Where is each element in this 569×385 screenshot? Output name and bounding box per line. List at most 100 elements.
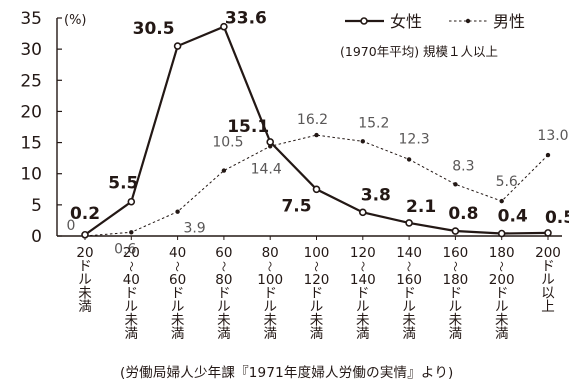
x-category-label-line: 満 (356, 326, 370, 342)
x-category-label-line: 満 (310, 326, 324, 342)
x-category-label-line: 以 (541, 286, 555, 302)
y-tick-label: 20 (20, 102, 42, 122)
data-label-female: 0.4 (498, 207, 528, 227)
x-category-label-line: ド (541, 259, 555, 275)
legend: 女性 男性 (345, 12, 525, 31)
y-tick-label: 25 (20, 71, 42, 91)
data-label-male: 14.4 (251, 161, 282, 177)
x-category-label-line: 180 (489, 245, 515, 261)
x-category-label-line: 180 (443, 272, 469, 288)
x-category-label-line: 満 (495, 326, 509, 342)
series-line-male (84, 134, 549, 237)
x-category-label-line: ド (356, 286, 370, 302)
data-label-female: 33.6 (225, 9, 267, 29)
x-category-label-line: 満 (217, 326, 231, 342)
x-category-label-line: 〜 (356, 261, 369, 272)
point-female (127, 197, 136, 206)
data-label-male: 3.9 (183, 221, 205, 237)
x-category-label-line: 未 (125, 313, 139, 329)
x-category-label-line: 未 (171, 313, 185, 329)
x-category-label-line: 160 (396, 272, 422, 288)
x-category-label-line: 〜 (263, 261, 276, 272)
x-category-label-line: 未 (356, 313, 370, 329)
x-category-label-line: ル (402, 299, 416, 315)
point-male (406, 157, 412, 162)
data-label-male: 0.6 (114, 241, 136, 257)
y-tick-label: 35 (20, 9, 42, 29)
x-category-label-line: ル (449, 299, 463, 315)
x-category-label-line: 未 (449, 313, 463, 329)
data-label-female: 15.1 (227, 117, 269, 137)
y-tick-label: 15 (20, 134, 42, 154)
x-category-label-line: ド (402, 286, 416, 302)
x-category-label-line: 20 (76, 245, 93, 261)
data-label-male: 13.0 (537, 128, 568, 144)
data-label-female: 3.8 (361, 185, 391, 205)
x-category-label-line: 未 (495, 313, 509, 329)
x-category-label-line: 未 (402, 313, 416, 329)
x-category-label-line: ル (217, 299, 231, 315)
point-male (360, 139, 365, 144)
point-female (266, 138, 275, 146)
x-category-label-line: ド (495, 286, 509, 302)
chart-note: (1970年平均) 規模１人以上 (340, 44, 498, 59)
x-category-label-line: 120 (304, 272, 330, 288)
point-female (544, 229, 552, 237)
x-category-label-line: 未 (217, 313, 231, 329)
x-category-label-line: 20 (123, 245, 140, 261)
x-category-label-line: 未 (78, 286, 92, 302)
x-category-label-line: ド (171, 286, 185, 302)
point-female (173, 42, 182, 50)
data-label-female: 5.5 (108, 174, 138, 194)
data-points (81, 22, 552, 239)
data-label-female: 7.5 (281, 196, 311, 216)
x-category-label-line: ル (541, 272, 555, 288)
x-category-label-line: 140 (350, 272, 376, 288)
x-category-label-line: 120 (350, 245, 376, 261)
y-axis-ticks: 0 5 10 15 20 25 30 35 (20, 9, 62, 247)
point-female (81, 230, 89, 239)
y-axis-unit: (%) (64, 13, 87, 28)
y-tick-label: 30 (20, 40, 42, 60)
x-category-label-line: 160 (443, 245, 469, 261)
y-tick-label: 5 (31, 196, 42, 216)
point-male (545, 152, 551, 158)
data-label-female: 0.5 (545, 208, 569, 228)
data-labels: 0.2 5.5 30.5 33.6 15.1 7.5 3.8 2.1 0.8 0.4 0.5 0 0.6… (67, 9, 569, 258)
y-tick-label: 10 (20, 165, 42, 185)
x-category-label-line: 40 (169, 245, 186, 261)
x-category-label-line: 〜 (124, 261, 137, 272)
source-citation: (労働局婦人少年課『1971年度婦人労働の実情』より) (120, 365, 454, 381)
data-label-male: 10.5 (212, 135, 243, 151)
x-category-label-line: 未 (263, 313, 277, 329)
x-category-label-line: 満 (171, 326, 185, 342)
data-label-female: 0.8 (448, 204, 478, 224)
x-category-label-line: ル (263, 299, 277, 315)
x-category-label-line: ル (171, 299, 185, 315)
data-label-female: 2.1 (406, 197, 436, 217)
data-label-female: 0.2 (70, 204, 100, 224)
x-category-label-line: ド (78, 259, 92, 275)
x-category-label-line: 80 (215, 272, 232, 288)
x-category-label-line: ド (310, 286, 324, 302)
x-category-label-line: 〜 (448, 261, 461, 272)
data-label-male: 16.2 (297, 112, 328, 128)
data-label-male: 0 (67, 218, 76, 234)
x-category-label-line: ル (495, 299, 509, 315)
point-female (312, 185, 321, 194)
x-category-label-line: 140 (396, 245, 422, 261)
x-category-label-line: 60 (169, 272, 186, 288)
point-female (497, 229, 506, 238)
x-category-label-line: 100 (304, 245, 330, 261)
x-category-label-line: 〜 (217, 261, 230, 272)
point-female (358, 208, 367, 217)
x-category-label-line: 200 (489, 272, 515, 288)
legend-label-female: 女性 (390, 12, 422, 31)
